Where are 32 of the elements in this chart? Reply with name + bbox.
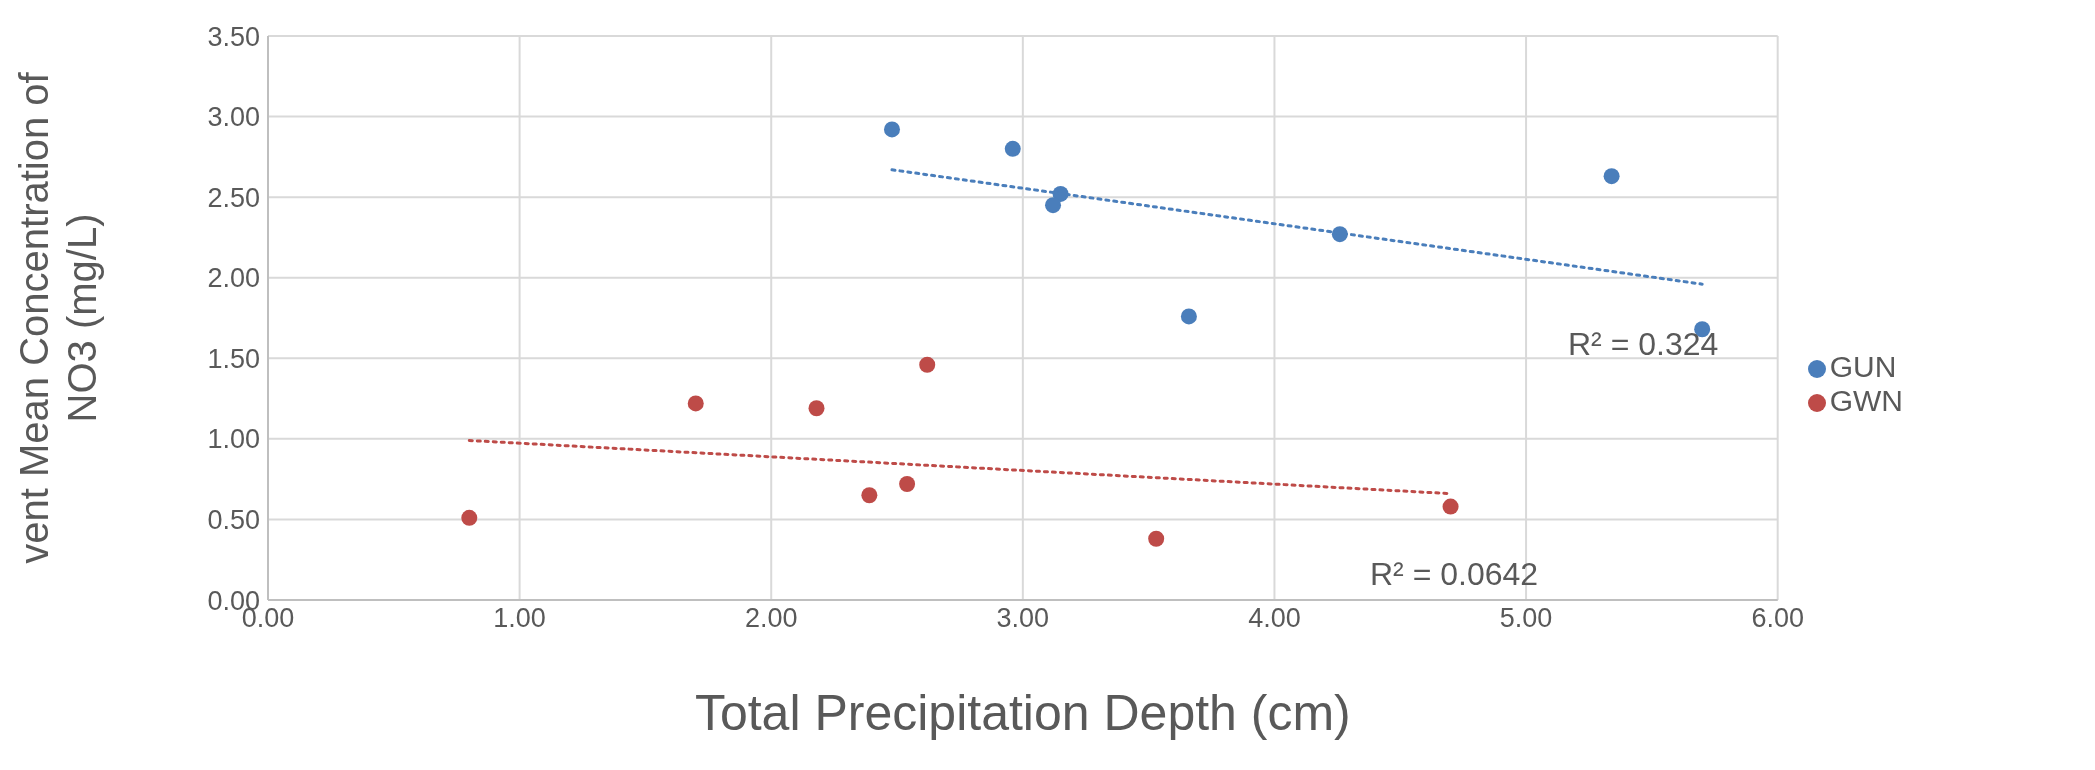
point — [1603, 168, 1620, 185]
x-tick-label: 4.00 — [1248, 603, 1301, 634]
y-tick-label: 1.50 — [207, 343, 260, 374]
x-tick-label: 2.00 — [744, 603, 798, 634]
point — [1442, 498, 1459, 515]
y-tick-label: 2.00 — [207, 263, 260, 294]
y-tick-label: 1.00 — [207, 424, 260, 455]
point — [861, 487, 878, 504]
point — [687, 395, 704, 412]
y-tick-label: 2.50 — [207, 182, 260, 213]
annotation: R² = 0.0642 — [1370, 556, 1539, 593]
y-tick-label: 3.50 — [207, 21, 260, 52]
x-tick-label: 3.00 — [996, 603, 1050, 634]
y-tick-label: 0.50 — [207, 505, 260, 536]
legend-label: GUN — [1829, 350, 1897, 383]
point — [899, 475, 916, 492]
x-axis-title: Total Precipitation Depth (cm) — [694, 685, 1351, 741]
point — [1180, 308, 1197, 325]
point — [808, 400, 825, 417]
x-tick-label: 1.00 — [493, 603, 546, 634]
point — [884, 121, 900, 138]
legend-label: GWN — [1829, 384, 1903, 417]
y-tick-label: 3.00 — [207, 102, 260, 133]
point — [1004, 140, 1021, 157]
x-tick-label: 6.00 — [1751, 603, 1804, 634]
point — [1148, 530, 1165, 547]
x-tick-label: 5.00 — [1499, 603, 1553, 634]
point — [1045, 197, 1062, 214]
annotation: R² = 0.324 — [1568, 326, 1719, 363]
point — [919, 356, 936, 373]
point — [461, 509, 478, 526]
y-axis-title: vent Mean Concentration of NO3 (mg/L) — [12, 71, 104, 564]
